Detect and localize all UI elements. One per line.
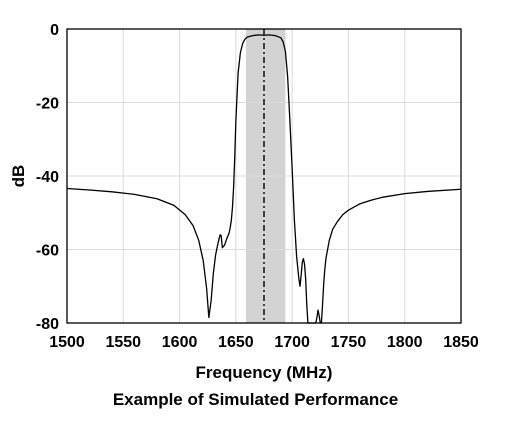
y-tick-label: -20 xyxy=(36,96,59,113)
x-tick-label: 1500 xyxy=(49,334,85,351)
figure-caption: Example of Simulated Performance xyxy=(112,390,399,409)
x-tick-label: 1800 xyxy=(387,334,423,351)
y-tick-label: -80 xyxy=(36,316,59,333)
x-tick-label: 1850 xyxy=(443,334,479,351)
x-tick-label: 1600 xyxy=(162,334,198,351)
x-tick-label: 1650 xyxy=(218,334,254,351)
x-axis-title: Frequency (MHz) xyxy=(196,363,333,382)
y-tick-label: -60 xyxy=(36,243,59,260)
x-tick-label: 1700 xyxy=(274,334,310,351)
y-tick-label: -40 xyxy=(36,169,59,186)
plot-frame xyxy=(66,28,462,324)
y-tick-label: 0 xyxy=(50,22,59,39)
x-tick-label: 1550 xyxy=(105,334,141,351)
series-layer xyxy=(66,34,462,324)
x-tick-label: 1750 xyxy=(331,334,367,351)
y-tick-labels: 0 -20 -40 -60 -80 xyxy=(36,22,59,333)
y-axis-title: dB xyxy=(9,165,28,188)
filter-response-chart: 1500 1550 1600 1650 1700 1750 1800 1850 0 -20 -40… xyxy=(9,22,479,382)
x-tick-labels: 1500 1550 1600 1650 1700 1750 1800 1850 xyxy=(49,334,479,351)
series-line-0 xyxy=(66,34,462,324)
